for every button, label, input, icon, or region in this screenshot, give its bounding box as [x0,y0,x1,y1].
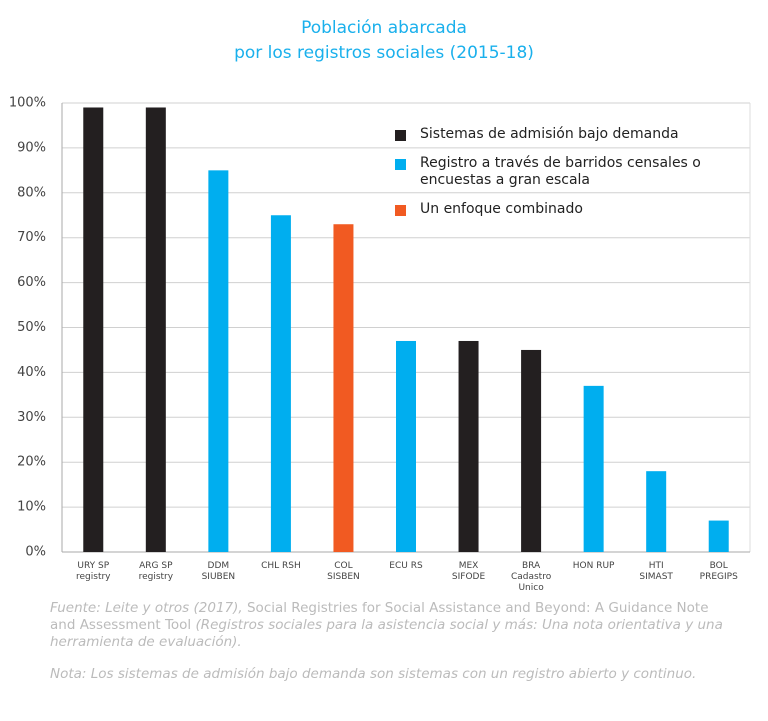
chart: Población abarcada por los registros soci… [9,18,751,593]
x-tick-line: HTI [649,561,664,571]
legend-label: Registro a través de barridos censales o… [420,155,701,188]
bar [521,349,542,552]
y-tick-label: 100% [9,96,46,111]
legend-item: Sistemas de admisión bajo demanda [395,126,725,143]
x-tick-line: ARG SP [139,561,173,571]
legend-swatch [395,159,406,170]
legend: Sistemas de admisión bajo demanda Registr… [395,126,725,230]
x-tick-label: ARG SP registry [139,561,174,582]
source-part: Social Registries for Social Assistance … [50,600,709,633]
bar [396,340,416,552]
y-tick-label: 90% [17,140,46,155]
chart-title: por los registros sociales (2015-18) [234,43,534,63]
legend-item: Registro a través de barridos censales o… [395,155,725,189]
x-tick-line: ECU RS [389,561,423,571]
bar [708,520,729,552]
y-tick-label: 80% [17,185,46,200]
legend-label: Un enfoque combinado [420,201,583,217]
y-tick-label: 70% [17,230,46,245]
x-tick-label: DDM SIUBEN [202,561,236,582]
bar [83,107,104,553]
x-tick-label: BRA Cadastro Unico [511,561,552,593]
x-tick-line: BOL [710,561,728,571]
y-tick-label: 50% [17,320,46,335]
x-tick-label: CHL RSH [261,561,301,571]
bar [145,107,166,553]
x-tick-line: MEX [459,561,479,571]
x-tick-line: CHL RSH [261,561,301,571]
note: Nota: Los sistemas de admisión bajo dema… [50,666,730,683]
x-tick-line: SIMAST [639,572,673,582]
x-tick-label: COL SISBEN [327,561,360,582]
legend-label: Sistemas de admisión bajo demanda [420,126,679,142]
bar [270,215,291,552]
x-tick-line: SIFODE [452,572,486,582]
x-tick-label: MEX SIFODE [452,561,486,582]
x-tick-line: SIUBEN [202,572,236,582]
x-tick-line: registry [76,572,111,582]
x-tick-label: HON RUP [573,561,615,571]
x-tick-label: BOL PREGIPS [700,561,738,582]
bar [583,385,604,552]
bar [333,224,354,553]
bar [646,471,667,552]
x-tick-label: URY SP registry [76,561,111,582]
y-tick-label: 40% [17,365,46,380]
x-tick-label: HTI SIMAST [639,561,673,582]
x-tick-line: Cadastro [511,572,552,582]
source-part: (Registros sociales para la asistencia s… [50,617,723,650]
y-tick-label: 20% [17,455,46,470]
x-tick-line: BRA [522,561,541,571]
bar [208,170,229,552]
x-tick-line: registry [139,572,174,582]
x-tick-line: PREGIPS [700,572,738,582]
x-tick-line: COL [334,561,352,571]
legend-item: Un enfoque combinado [395,201,725,218]
legend-swatch [395,130,406,141]
x-tick-line: Unico [518,583,544,593]
x-tick-line: SISBEN [327,572,360,582]
y-tick-label: 60% [17,275,46,290]
y-tick-label: 30% [17,410,46,425]
note-text: Nota: Los sistemas de admisión bajo dema… [50,666,697,682]
source-part: Fuente: Leite y otros (2017), [50,600,247,616]
x-tick-line: URY SP [77,561,109,571]
x-tick-label: ECU RS [389,561,423,571]
y-tick-label: 10% [17,500,46,515]
y-tick-label: 0% [25,545,46,560]
bar [458,340,479,552]
x-tick-line: DDM [208,561,230,571]
x-tick-line: HON RUP [573,561,615,571]
chart-title: Población abarcada [301,18,467,38]
notes: Fuente: Leite y otros (2017), Social Reg… [50,600,730,698]
legend-swatch [395,205,406,216]
source-note: Fuente: Leite y otros (2017), Social Reg… [50,600,730,651]
